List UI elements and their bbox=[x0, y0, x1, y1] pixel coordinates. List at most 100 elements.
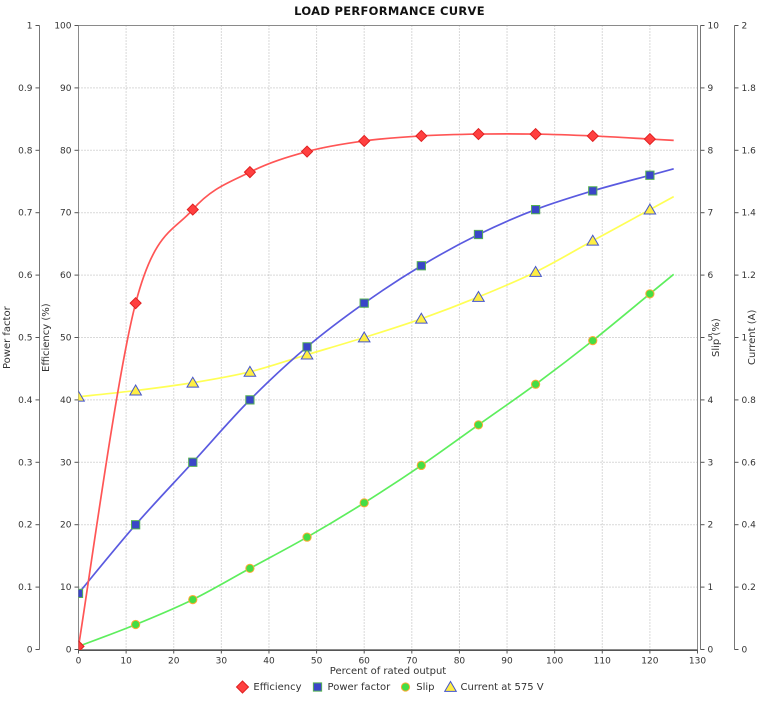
series-power_factor-marker bbox=[645, 170, 655, 180]
gridlines bbox=[78, 25, 698, 650]
tick-label: 0.1 bbox=[18, 583, 32, 593]
slip-axis: 0 1 2 3 4 5 6 7 8 9 10 bbox=[700, 22, 720, 656]
tick-label: 8 bbox=[708, 146, 714, 156]
tick-label: 0.3 bbox=[18, 458, 32, 468]
tick-label: 20 bbox=[168, 657, 180, 667]
current-axis: 0 0.2 0.4 0.6 0.8 1 1.2 1.4 1.6 1.8 2 bbox=[734, 22, 757, 656]
axis-title-current: Current (A) bbox=[747, 309, 758, 366]
series-power_factor bbox=[78, 167, 674, 598]
tick-label: 1.6 bbox=[742, 146, 757, 156]
tick-label: 10 bbox=[708, 22, 720, 32]
series-slip-marker bbox=[530, 379, 541, 389]
series-current-marker bbox=[471, 290, 486, 302]
series-efficiency-marker bbox=[243, 165, 257, 179]
series-slip-marker bbox=[245, 563, 255, 574]
tick-label: 110 bbox=[594, 657, 611, 667]
axis-title-slip: Slip (%) bbox=[711, 318, 722, 357]
tick-label: 90 bbox=[60, 84, 72, 94]
series-efficiency-marker bbox=[357, 134, 371, 148]
tick-label: 100 bbox=[54, 22, 71, 32]
tick-label: 0.8 bbox=[18, 146, 33, 156]
series-layer bbox=[78, 127, 675, 651]
legend-item-power-factor: Power factor bbox=[310, 680, 391, 694]
legend-label: Power factor bbox=[327, 681, 391, 693]
series-slip-line bbox=[78, 273, 675, 648]
legend: Efficiency Power factor Slip Current at … bbox=[0, 680, 779, 694]
legend-item-slip: Slip bbox=[398, 680, 435, 694]
series-efficiency bbox=[78, 127, 674, 651]
slip-circle-icon bbox=[398, 680, 413, 694]
tick-label: 20 bbox=[60, 521, 72, 531]
tick-label: 0.8 bbox=[742, 396, 757, 406]
efficiency-legend-glyph bbox=[236, 680, 250, 694]
tick-label: 70 bbox=[406, 657, 418, 667]
tick-label: 3 bbox=[708, 458, 714, 468]
tick-label: 0.6 bbox=[18, 271, 33, 281]
tick-label: 0.6 bbox=[742, 458, 757, 468]
tick-label: 10 bbox=[60, 583, 72, 593]
tick-label: 1.8 bbox=[742, 84, 757, 94]
axis-title-efficiency: Efficiency (%) bbox=[41, 303, 52, 372]
legend-item-current: Current at 575 V bbox=[443, 680, 544, 694]
series-slip-marker bbox=[131, 619, 141, 630]
series-efficiency-marker bbox=[472, 127, 485, 141]
tick-label: 0.9 bbox=[18, 84, 33, 94]
series-power_factor-marker bbox=[78, 588, 84, 598]
tick-label: 9 bbox=[708, 84, 714, 94]
series-slip-marker bbox=[359, 498, 369, 508]
power-factor-square-icon bbox=[310, 680, 325, 694]
series-slip-marker bbox=[416, 460, 426, 471]
efficiency-axis: 0 10 20 30 40 50 60 70 80 90 100 bbox=[54, 22, 79, 656]
tick-label: 10 bbox=[120, 657, 132, 667]
series-slip-marker bbox=[188, 594, 198, 605]
series-efficiency-marker bbox=[186, 203, 199, 216]
tick-label: 1 bbox=[708, 583, 714, 593]
series-power_factor-marker bbox=[131, 520, 141, 530]
series-efficiency-marker bbox=[300, 145, 314, 158]
tick-label: 0.5 bbox=[18, 334, 32, 344]
tick-label: 1 bbox=[742, 334, 748, 344]
series-current-marker bbox=[528, 265, 543, 277]
series-power_factor-marker bbox=[188, 457, 198, 467]
tick-label: 40 bbox=[60, 396, 72, 406]
tick-label: 0.7 bbox=[18, 209, 32, 219]
tick-label: 1.4 bbox=[742, 209, 757, 219]
tick-label: 0.4 bbox=[742, 521, 757, 531]
tick-label: 60 bbox=[358, 657, 370, 667]
tick-label: 5 bbox=[708, 334, 714, 344]
legend-item-efficiency: Efficiency bbox=[235, 680, 302, 694]
series-current-marker bbox=[586, 234, 600, 246]
tick-label: 7 bbox=[708, 209, 714, 219]
legend-label: Current at 575 V bbox=[460, 681, 544, 693]
tick-label: 0 bbox=[708, 646, 714, 656]
series-slip-marker bbox=[645, 289, 655, 299]
series-slip-marker bbox=[473, 420, 484, 430]
tick-label: 0.4 bbox=[18, 396, 33, 406]
tick-label: 1.2 bbox=[742, 271, 756, 281]
tick-label: 4 bbox=[708, 396, 714, 406]
series-current-marker bbox=[186, 376, 200, 388]
tick-label: 2 bbox=[708, 521, 714, 531]
power_factor-legend-glyph bbox=[312, 682, 322, 692]
series-efficiency-marker bbox=[529, 127, 542, 141]
series-current-marker bbox=[78, 390, 86, 402]
current-legend-glyph bbox=[443, 680, 457, 692]
tick-label: 40 bbox=[263, 657, 275, 667]
tick-label: 2 bbox=[742, 22, 748, 32]
series-current-marker bbox=[414, 312, 428, 324]
current-triangle-icon bbox=[443, 680, 458, 694]
series-current-marker bbox=[300, 348, 314, 360]
tick-label: 90 bbox=[501, 657, 513, 667]
legend-label: Efficiency bbox=[253, 681, 302, 693]
series-efficiency-marker bbox=[586, 129, 599, 143]
series-power_factor-marker bbox=[302, 342, 312, 352]
tick-label: 50 bbox=[311, 657, 323, 667]
series-current-marker bbox=[128, 384, 143, 396]
series-slip-marker bbox=[588, 335, 598, 346]
tick-label: 30 bbox=[216, 657, 228, 667]
tick-label: 80 bbox=[60, 146, 72, 156]
tick-label: 100 bbox=[546, 657, 563, 667]
series-current-marker bbox=[357, 331, 371, 343]
